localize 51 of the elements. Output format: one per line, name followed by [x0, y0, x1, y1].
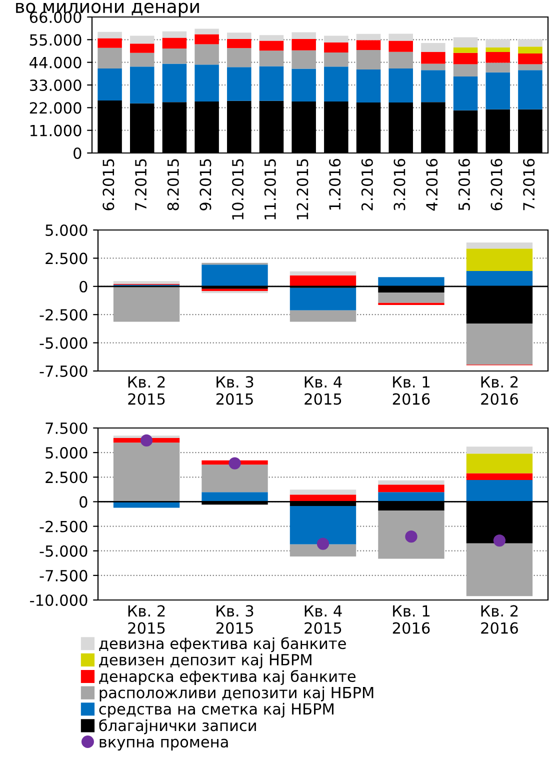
y-tick-label: -2.500: [40, 520, 88, 532]
legend-label: девизен депозит кај НБРМ: [99, 654, 312, 668]
legend-label: денарска ефектива кај банките: [99, 670, 356, 686]
x-tick-label: 7.2016: [523, 158, 535, 210]
legend-label: вкупна промена: [100, 738, 228, 751]
x-tick-label: Кв. 4 2015: [304, 605, 342, 634]
y-tick-label: -5.000: [40, 545, 88, 557]
y-tick-label: 0: [80, 280, 88, 292]
y-tick-label: -10.000: [30, 594, 88, 606]
y-tick-label: -7.500: [40, 365, 88, 378]
y-tick-label: -2.500: [40, 309, 88, 321]
x-tick-label: Кв. 3 2015: [216, 376, 254, 405]
y-tick-label: 33.000: [30, 79, 82, 92]
legend-label: благајнички записи: [99, 719, 256, 734]
y-tick-label: 0: [80, 496, 88, 508]
y-tick-label: 55.000: [30, 34, 82, 46]
x-tick-label: 4.2016: [426, 158, 438, 211]
x-tick-label: 3.2016: [394, 158, 406, 210]
y-tick-label: 7.500: [46, 422, 88, 434]
x-tick-label: Кв. 2 2016: [481, 376, 518, 405]
y-tick-label: -5.000: [40, 337, 88, 349]
x-tick-label: 2.2016: [361, 158, 373, 210]
x-tick-label: 11.2015: [264, 159, 276, 220]
y-tick-label: 0: [74, 147, 82, 160]
x-tick-label: Кв. 2 2015: [128, 376, 165, 405]
x-tick-label: 8.2015: [167, 159, 179, 210]
x-tick-label: Кв. 4 2015: [304, 376, 342, 405]
x-tick-label: Кв. 2 2015: [128, 605, 165, 634]
x-tick-label: 1.2016: [329, 158, 341, 210]
y-tick-label: 22.000: [30, 102, 82, 114]
x-tick-label: 5.2016: [458, 158, 470, 210]
x-tick-label: 9.2015: [200, 159, 212, 210]
y-tick-label: 2.500: [46, 472, 88, 484]
x-tick-label: 10.2015: [232, 159, 244, 220]
y-tick-label: 5.000: [46, 447, 88, 459]
x-tick-label: Кв. 1 2016: [392, 605, 430, 634]
y-tick-label: 11.000: [30, 124, 82, 136]
x-tick-label: 7.2015: [135, 159, 147, 210]
x-tick-label: Кв. 3 2015: [216, 605, 254, 634]
x-tick-label: 6.2016: [490, 158, 502, 210]
legend-label: девизна ефектива кај банките: [99, 637, 346, 652]
y-tick-label: 44.000: [30, 56, 82, 68]
legend-label: расположливи депозити кај НБРМ: [100, 686, 374, 702]
x-tick-label: 6.2015: [102, 159, 114, 210]
y-tick-label: 2.500: [46, 252, 88, 264]
legend-label: средства на сметка кај НБРМ: [99, 702, 334, 718]
x-tick-label: 12.2015: [296, 159, 308, 220]
y-tick-label: 5.000: [46, 224, 88, 236]
y-tick-label: -7.500: [40, 570, 88, 582]
x-tick-label: Кв. 2 2016: [481, 605, 518, 634]
x-tick-label: Кв. 1 2016: [392, 376, 430, 405]
